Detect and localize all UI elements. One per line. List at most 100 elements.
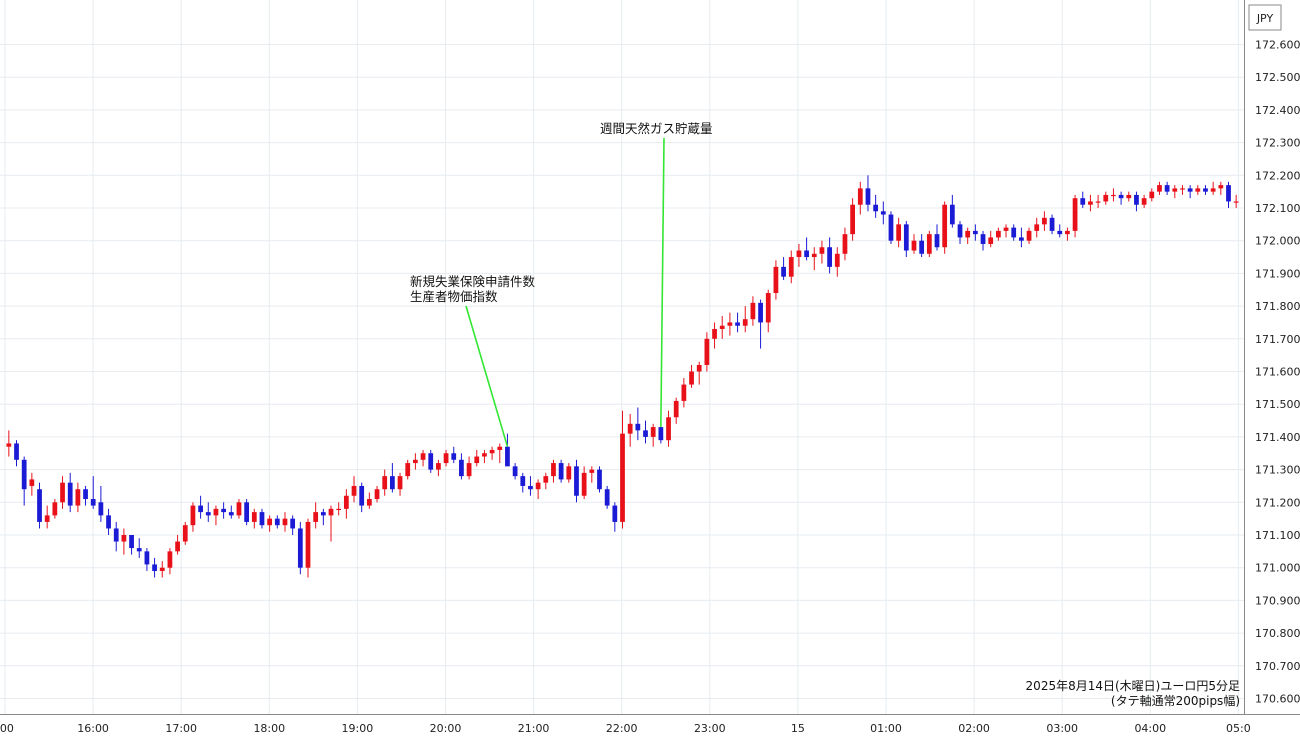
candle-body	[957, 224, 963, 238]
candle	[704, 332, 710, 372]
candle-body	[397, 476, 403, 490]
x-tick-label: 15	[791, 722, 805, 735]
candle-body	[742, 319, 748, 326]
candle	[735, 312, 740, 333]
candle-body	[949, 204, 955, 225]
candle	[152, 557, 157, 578]
candle	[167, 548, 173, 575]
candle-body	[443, 453, 449, 464]
candle-body	[589, 469, 595, 473]
candle	[274, 515, 280, 529]
candle	[1134, 191, 1139, 212]
candle-body	[1111, 194, 1116, 197]
candle	[413, 453, 418, 470]
y-tick-label: 171.000	[1255, 562, 1300, 575]
candle-body	[251, 512, 257, 522]
candle-body	[1065, 230, 1070, 235]
candle	[236, 499, 242, 519]
candle	[1065, 227, 1070, 241]
candle-body	[37, 489, 42, 522]
candle-body	[1095, 201, 1101, 203]
candle-body	[213, 508, 219, 516]
candle	[1164, 181, 1170, 195]
y-tick-label: 172.000	[1255, 235, 1300, 248]
candle	[489, 446, 495, 460]
candle	[497, 443, 503, 464]
candle	[612, 502, 618, 532]
candle-body	[1226, 185, 1231, 202]
candle	[543, 472, 549, 490]
y-tick-label: 172.100	[1255, 202, 1300, 215]
x-tick-label: 23:00	[694, 722, 726, 735]
candle	[1026, 227, 1032, 244]
annotation-line	[465, 305, 509, 447]
y-tick-label: 171.400	[1255, 431, 1300, 444]
candle	[1095, 194, 1101, 208]
candle	[129, 535, 134, 555]
y-tick-label: 170.700	[1255, 660, 1300, 673]
candle	[1057, 224, 1063, 238]
candle-body	[1034, 224, 1040, 231]
candle-body	[1057, 230, 1063, 235]
candle-body	[581, 472, 587, 496]
candle	[520, 472, 526, 493]
candle	[1195, 185, 1201, 195]
candle	[405, 459, 411, 480]
candle	[259, 508, 265, 529]
candle-body	[290, 518, 296, 529]
x-tick-label: 04:00	[1134, 722, 1166, 735]
y-tick-label: 171.600	[1255, 366, 1300, 379]
y-tick-label: 172.200	[1255, 169, 1300, 182]
candle	[1226, 181, 1231, 208]
candle-body	[666, 417, 671, 441]
candle-body	[159, 567, 165, 571]
x-tick-label: 16:00	[77, 722, 109, 735]
candle-body	[489, 449, 495, 454]
candle-body	[1157, 185, 1162, 192]
y-tick-label: 171.700	[1255, 333, 1300, 346]
candle	[351, 476, 357, 503]
candle	[696, 361, 702, 385]
candle-body	[758, 302, 763, 323]
candle	[1180, 185, 1185, 195]
candle-body	[995, 230, 1001, 238]
candle-body	[1180, 188, 1185, 190]
candle	[67, 472, 73, 513]
candle	[873, 194, 879, 218]
candle-body	[167, 551, 173, 568]
candle-body	[788, 257, 794, 277]
candle	[804, 237, 809, 261]
candle-body	[873, 204, 879, 212]
candle-body	[773, 266, 779, 294]
x-tick-label: 05:0	[1226, 722, 1251, 735]
candle-body	[1172, 188, 1178, 192]
candle	[850, 198, 856, 241]
candle	[666, 410, 671, 447]
candle	[620, 410, 625, 529]
candle-body	[190, 505, 196, 526]
candle	[528, 476, 533, 496]
candle	[551, 459, 556, 483]
candle	[190, 502, 196, 532]
candle	[819, 240, 825, 264]
candle	[650, 423, 656, 447]
candle	[512, 463, 518, 480]
candle	[1218, 181, 1224, 195]
candle-body	[420, 453, 426, 460]
candle-body	[827, 247, 832, 267]
candle-body	[612, 505, 618, 522]
candle	[1003, 224, 1009, 238]
caption-line-1: 2025年8月14日(木曜日)ユーロ円5分足	[1026, 679, 1240, 693]
candle	[21, 456, 27, 506]
candle-body	[320, 512, 326, 516]
candle-body	[972, 230, 978, 235]
y-tick-label: 170.800	[1255, 627, 1300, 640]
candle-body	[297, 528, 303, 568]
candle-body	[482, 453, 487, 457]
y-tick-label: 170.900	[1255, 594, 1300, 607]
candle-body	[520, 476, 526, 486]
candle-body	[382, 476, 388, 490]
candle	[1172, 185, 1178, 199]
candle-body	[880, 211, 886, 215]
candle	[589, 466, 595, 483]
